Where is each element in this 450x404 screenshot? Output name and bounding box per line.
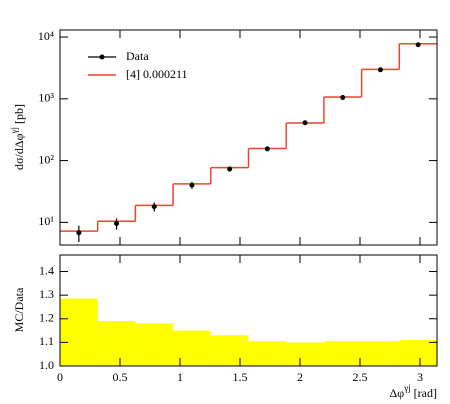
ratio-bar <box>248 341 287 366</box>
y-tick-label: 1.0 <box>39 358 54 372</box>
y-tick-label: 10² <box>38 152 54 166</box>
ratio-bar <box>60 298 98 366</box>
ratio-bar <box>135 323 174 366</box>
y-tick-label: 10³ <box>38 91 54 105</box>
y-label-sup: γj <box>9 127 19 134</box>
ratio-bar <box>173 330 211 366</box>
x-tick-label: 2 <box>297 370 303 384</box>
ratio-bar <box>323 341 362 366</box>
x-axis-label: Δφγj [rad] <box>390 383 437 400</box>
data-point <box>114 220 120 226</box>
y-label-main: dσ/dΔφ <box>12 133 26 170</box>
x-label-main: Δφ <box>390 386 405 400</box>
x-tick-label: 1 <box>177 370 183 384</box>
x-label-unit: [rad] <box>414 386 437 400</box>
data-point <box>227 166 233 172</box>
plot-frame <box>59 29 438 246</box>
data-point <box>76 230 82 236</box>
legend-label: Data <box>126 49 149 63</box>
y-tick-label: 1.2 <box>39 311 54 325</box>
ratio-bar <box>97 321 136 366</box>
data-point <box>264 146 270 152</box>
x-tick-label: 0.5 <box>113 370 128 384</box>
data-point <box>415 42 421 48</box>
data-point <box>377 67 383 73</box>
x-tick-label: 1.5 <box>233 370 248 384</box>
data-point <box>340 95 346 101</box>
ratio-bar <box>286 342 324 366</box>
data-point <box>189 182 195 188</box>
y-tick-label: 1.1 <box>39 334 54 348</box>
legend-marker <box>99 54 105 60</box>
y-label-unit: [pb] <box>12 104 26 124</box>
y-axis-label: dσ/dΔφγj [pb] <box>9 104 26 170</box>
x-tick-label: 0 <box>57 370 63 384</box>
ratio-bar <box>210 335 249 366</box>
y-tick-label: 10⁴ <box>38 29 54 43</box>
data-point <box>302 120 308 126</box>
legend-label: [4] 0.000211 <box>126 67 188 81</box>
y-tick-label: 10¹ <box>38 214 54 228</box>
y-tick-label: 1.4 <box>39 263 54 277</box>
x-label-sup: γj <box>403 383 410 393</box>
y-tick-label: 1.3 <box>39 287 54 301</box>
data-point <box>151 204 157 210</box>
x-tick-label: 2.5 <box>353 370 368 384</box>
ratio-bar <box>361 341 400 366</box>
ratio-axis-label: MC/Data <box>12 287 26 332</box>
plot-frame <box>59 254 438 367</box>
x-tick-label: 3 <box>417 370 423 384</box>
ratio-bar <box>399 340 437 366</box>
